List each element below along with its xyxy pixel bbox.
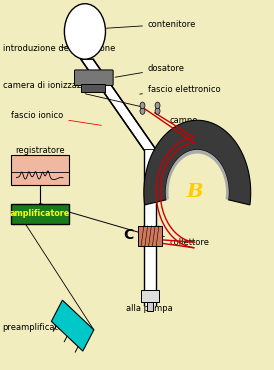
Text: fascio elettronico: fascio elettronico [140,85,221,94]
Polygon shape [81,59,156,150]
Text: registratore: registratore [15,147,65,155]
Text: campo
magnetico: campo magnetico [170,116,229,169]
FancyBboxPatch shape [75,70,113,85]
Text: introduzione del campione: introduzione del campione [3,44,115,53]
Bar [138,226,162,246]
Bar [147,302,153,311]
Polygon shape [166,150,229,200]
Bar [81,84,105,92]
Circle shape [155,108,160,114]
Text: B: B [186,184,203,201]
Text: preamplificatore: preamplificatore [3,323,72,332]
Bar [11,204,68,224]
Text: collettore: collettore [160,236,210,247]
Text: dosatore: dosatore [115,64,185,77]
Text: contenitore: contenitore [102,20,196,28]
Circle shape [140,102,145,109]
Bar [11,155,68,185]
Polygon shape [144,120,251,205]
Circle shape [140,108,145,114]
Text: alla pompa: alla pompa [126,305,173,313]
Circle shape [64,4,105,59]
Text: amplificatore: amplificatore [10,209,70,218]
Text: fascio ionico: fascio ionico [11,111,101,125]
Bar [141,290,159,302]
Text: camera di ionizzazione: camera di ionizzazione [3,81,141,107]
Circle shape [155,102,160,109]
Text: C: C [124,228,134,242]
Polygon shape [52,300,94,351]
Bar [144,150,156,305]
